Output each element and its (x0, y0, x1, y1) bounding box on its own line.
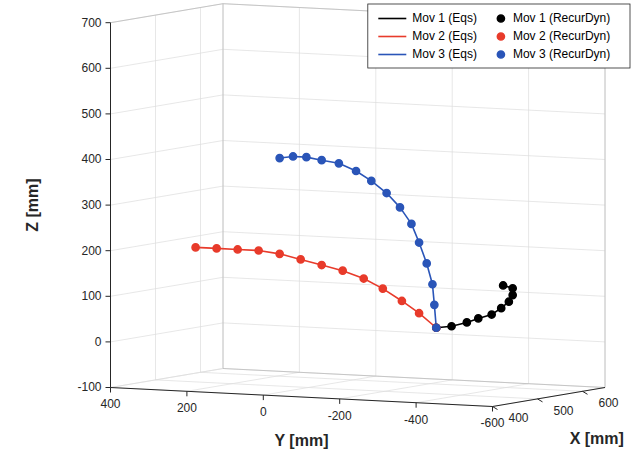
svg-text:500: 500 (554, 404, 574, 418)
svg-text:Mov 1 (Eqs): Mov 1 (Eqs) (412, 11, 477, 25)
svg-text:Mov 1 (RecurDyn): Mov 1 (RecurDyn) (513, 11, 610, 25)
svg-text:-600: -600 (480, 416, 504, 430)
svg-text:Mov 3 (RecurDyn): Mov 3 (RecurDyn) (513, 47, 610, 61)
svg-text:400: 400 (100, 397, 120, 411)
svg-text:0: 0 (95, 335, 102, 349)
svg-text:0: 0 (260, 405, 267, 419)
svg-text:600: 600 (81, 61, 101, 75)
svg-text:300: 300 (81, 198, 101, 212)
svg-text:200: 200 (177, 401, 197, 415)
svg-text:200: 200 (81, 244, 101, 258)
svg-text:Z [mm]: Z [mm] (24, 178, 41, 231)
svg-text:-400: -400 (404, 413, 428, 427)
svg-text:Mov 3 (Eqs): Mov 3 (Eqs) (412, 47, 477, 61)
svg-text:700: 700 (81, 16, 101, 30)
svg-text:100: 100 (81, 289, 101, 303)
svg-text:400: 400 (509, 411, 529, 425)
svg-text:-200: -200 (328, 409, 352, 423)
svg-text:X [mm]: X [mm] (570, 430, 624, 447)
svg-text:Mov 2 (Eqs): Mov 2 (Eqs) (412, 29, 477, 43)
svg-text:600: 600 (599, 396, 619, 410)
svg-text:400: 400 (81, 152, 101, 166)
svg-text:500: 500 (81, 107, 101, 121)
svg-text:-100: -100 (77, 380, 101, 394)
svg-text:Mov 2 (RecurDyn): Mov 2 (RecurDyn) (513, 29, 610, 43)
svg-text:Y [mm]: Y [mm] (275, 432, 329, 449)
